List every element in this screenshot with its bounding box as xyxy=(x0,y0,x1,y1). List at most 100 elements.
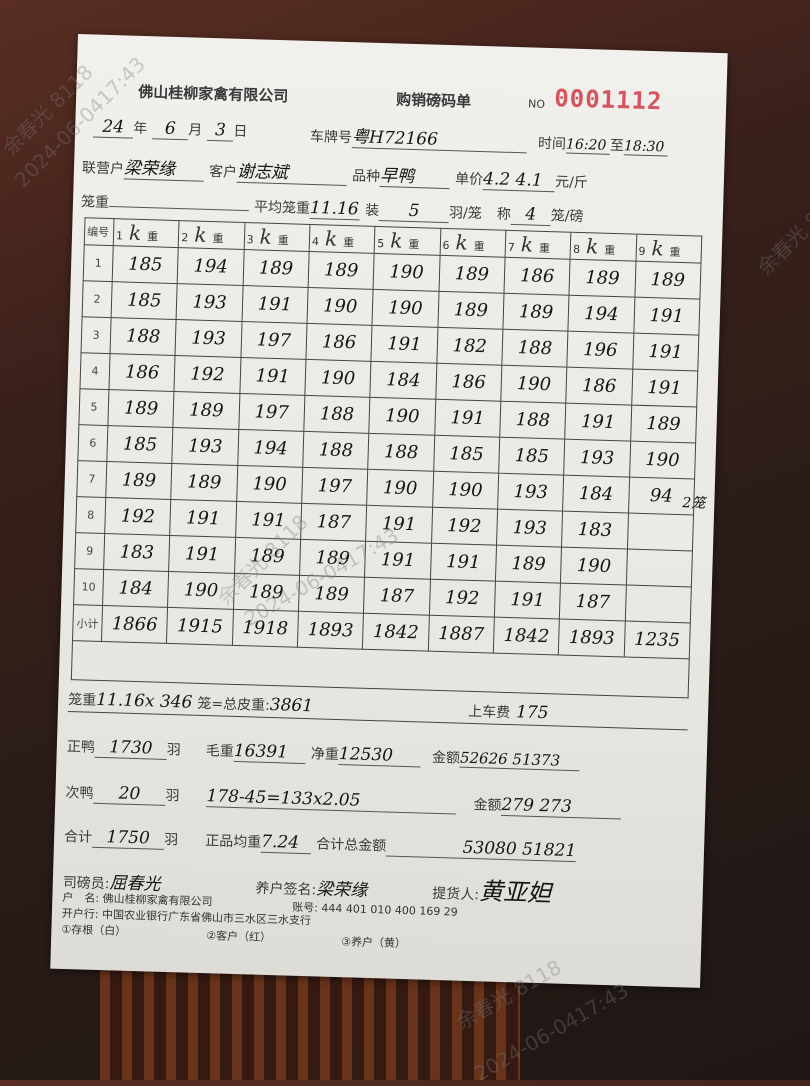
breed-label: 品种 xyxy=(351,168,381,186)
grand-total: 53080 51821 xyxy=(385,835,577,863)
weight-cell: 183 xyxy=(561,511,629,550)
subtotal-cell: 1866 xyxy=(101,605,168,644)
weight-cell: 191 xyxy=(631,369,698,408)
weight-cell: 190 xyxy=(560,547,628,586)
weight-cell: 184 xyxy=(562,475,630,514)
column-mark: k xyxy=(651,236,665,261)
weight-label: 重 xyxy=(408,237,420,252)
weight-cell: 191 xyxy=(239,357,306,396)
weight-cell: 185 xyxy=(498,437,565,476)
customer-label: 客户 xyxy=(208,163,238,181)
index-header: 编号 xyxy=(84,217,115,246)
subtotal-cell: 1893 xyxy=(558,619,625,657)
cage-calc: 11.16x 346 xyxy=(95,689,193,713)
watermark-name: 余春光 8118 xyxy=(752,179,810,280)
weight-cell: 188 xyxy=(368,433,435,472)
weight-cell: 187 xyxy=(363,577,431,616)
weight-label: 重 xyxy=(538,241,551,256)
plate-row: 车牌号粤H72166 时间16:20 至18:30 xyxy=(310,121,669,158)
subtotal-cell: 1893 xyxy=(297,611,364,650)
weight-label: 重 xyxy=(604,243,616,258)
weight-cell: 182 xyxy=(436,327,503,366)
weight-cell: 191 xyxy=(430,543,497,582)
avg-cage: 11.16 xyxy=(309,197,361,221)
weight-cell: 189 xyxy=(105,461,173,500)
weight-cell: 189 xyxy=(308,251,375,290)
weight-cell: 194 xyxy=(177,247,244,286)
plate-number: 粤H72166 xyxy=(351,122,528,154)
load-label: 装 xyxy=(364,202,380,220)
avg-cage-label: 平均笼重 xyxy=(253,199,311,217)
weight-cell: 192 xyxy=(104,497,172,536)
parties-row: 联营户梁荣缘 客户谢志斌 品种早鸭 单价4.2 4.1 元/斤 xyxy=(82,152,589,193)
weigh: 4 xyxy=(510,203,552,227)
weight-cell: 189 xyxy=(569,259,636,298)
row-number: 3 xyxy=(81,316,112,354)
weight-cell: 184 xyxy=(370,361,437,400)
unit-price: 4.2 4.1 xyxy=(482,169,556,193)
weight-cell: 192 xyxy=(429,579,496,618)
weight-cell: 193 xyxy=(563,439,631,478)
bird-unit: 羽 xyxy=(166,741,182,759)
weight-cell: 189 xyxy=(438,255,506,294)
weight-cell: 191 xyxy=(168,535,236,574)
weight-cell: 186 xyxy=(435,363,502,402)
weight-cell xyxy=(626,549,693,587)
subtotal-cell: 1915 xyxy=(166,607,234,646)
weight-cell: 191 xyxy=(633,297,700,336)
time-to: 18:30 xyxy=(623,138,669,157)
column-mark: k xyxy=(128,220,142,245)
subtotal-cell: 1842 xyxy=(493,617,560,656)
weight-cell: 191 xyxy=(564,403,632,442)
total-tare: 3861 xyxy=(269,694,314,717)
avg-label: 正品均重 xyxy=(204,833,262,851)
picker-label: 提货人: xyxy=(432,885,480,904)
amount-a: 52626 51373 xyxy=(459,748,581,772)
column-mark: k xyxy=(455,230,469,255)
weight-cell: 190 xyxy=(372,289,439,328)
weight-cell: 185 xyxy=(111,281,178,320)
plate-label: 车牌号 xyxy=(309,128,353,147)
to-label: 至 xyxy=(609,137,625,155)
amount-b-label: 金额 xyxy=(473,797,502,814)
bird-unit: 羽 xyxy=(165,787,180,805)
weight-cell: 190 xyxy=(304,359,372,398)
loading-fee-label: 上车费 xyxy=(467,703,511,722)
weight-cell: 188 xyxy=(302,431,370,470)
weight-cell: 193 xyxy=(176,283,243,322)
cage-label: 笼重 xyxy=(68,692,97,709)
grade-b-calc: 178-45=133x2.05 xyxy=(206,786,457,815)
weight-cell: 197 xyxy=(240,321,307,360)
weight-label: 重 xyxy=(342,235,355,250)
grade-b-label: 次鸭 xyxy=(65,784,94,802)
row-number: 2 xyxy=(82,280,113,318)
weight-cell: 190 xyxy=(629,441,696,479)
weight-cell: 186 xyxy=(566,367,633,406)
weight-cell: 188 xyxy=(501,329,569,368)
weight-cell: 190 xyxy=(236,465,303,504)
weight-cell: 189 xyxy=(495,545,562,584)
weight-cell: 188 xyxy=(499,401,567,440)
day-label: 日 xyxy=(233,123,248,141)
net-label: 净重 xyxy=(310,746,340,764)
avg-weight: 7.24 xyxy=(260,831,312,855)
row-number: 5 xyxy=(78,388,109,426)
weight-cell: 189 xyxy=(630,405,697,444)
weight-cell: 189 xyxy=(107,389,175,428)
total-row: 合计 1750 羽 正品均重7.24 合计总金额 53080 51821 xyxy=(64,826,577,863)
no-label: NO xyxy=(527,97,546,111)
row-number: 6 xyxy=(77,424,108,462)
partner-label: 联营户 xyxy=(81,160,125,178)
copy-1: ①存根（白） xyxy=(61,922,127,938)
subtotal-cell: 1842 xyxy=(362,613,430,652)
month-label: 月 xyxy=(188,122,203,139)
subtotal-cell: 1235 xyxy=(623,620,691,659)
weight-label: 重 xyxy=(212,232,224,246)
row-number: 7 xyxy=(76,460,107,498)
row-number: 8 xyxy=(75,496,106,534)
